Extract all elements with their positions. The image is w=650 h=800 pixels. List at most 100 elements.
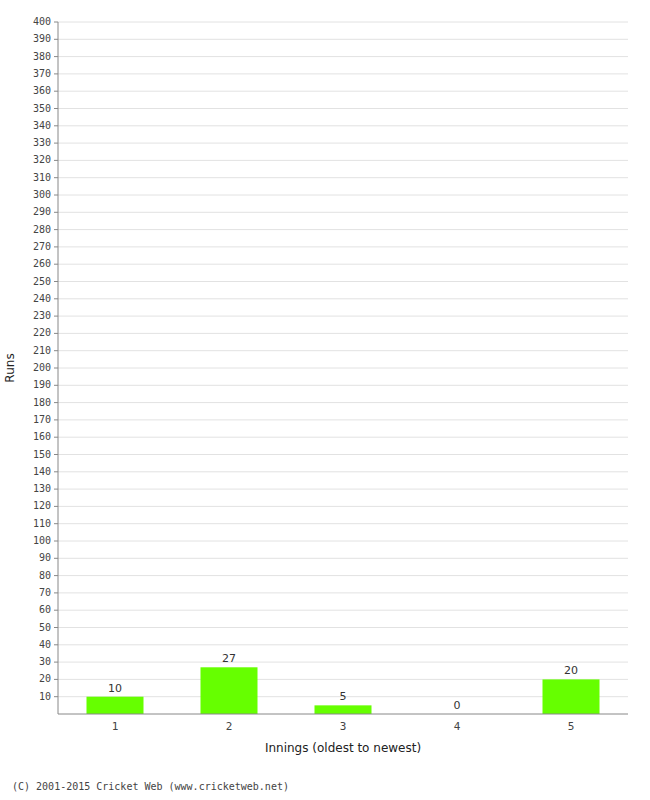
y-tick (54, 662, 58, 663)
y-tick (54, 558, 58, 559)
y-tick (54, 644, 58, 645)
y-tick-label: 80 (39, 570, 51, 581)
y-tick-label: 400 (33, 16, 51, 27)
y-tick-label: 60 (39, 604, 51, 615)
y-tick-label: 140 (33, 466, 51, 477)
grid-line (58, 56, 628, 57)
y-tick (54, 402, 58, 403)
y-tick-label: 340 (33, 120, 51, 131)
data-label: 5 (340, 690, 347, 703)
y-tick-label: 90 (39, 552, 51, 563)
grid-line (58, 160, 628, 161)
y-tick-label: 180 (33, 397, 51, 408)
grid-line (58, 368, 628, 369)
y-tick (54, 281, 58, 282)
y-tick-label: 360 (33, 85, 51, 96)
y-tick (54, 454, 58, 455)
data-label: 20 (564, 664, 578, 677)
y-tick-label: 210 (33, 345, 51, 356)
y-tick-label: 190 (33, 379, 51, 390)
y-tick-label: 120 (33, 500, 51, 511)
y-tick-label: 220 (33, 327, 51, 338)
x-tick-label: 1 (112, 720, 119, 733)
y-tick (54, 437, 58, 438)
y-tick (54, 212, 58, 213)
y-tick-label: 130 (33, 483, 51, 494)
y-tick-label: 200 (33, 362, 51, 373)
grid-line (58, 229, 628, 230)
x-tick-label: 5 (568, 720, 575, 733)
grid-line (58, 575, 628, 576)
data-label: 0 (454, 699, 461, 712)
grid-line (58, 662, 628, 663)
y-tick (54, 56, 58, 57)
bar (201, 667, 258, 714)
grid-line (58, 108, 628, 109)
y-tick (54, 368, 58, 369)
grid-line (58, 350, 628, 351)
y-tick (54, 22, 58, 23)
grid-line (58, 471, 628, 472)
y-tick-label: 260 (33, 258, 51, 269)
grid-line (58, 39, 628, 40)
y-tick-label: 240 (33, 293, 51, 304)
y-tick-label: 110 (33, 518, 51, 529)
y-tick-label: 250 (33, 276, 51, 287)
y-tick-label: 10 (39, 691, 51, 702)
y-tick (54, 316, 58, 317)
y-tick-label: 50 (39, 622, 51, 633)
x-axis-label: Innings (oldest to newest) (265, 741, 421, 755)
grid-line (58, 246, 628, 247)
y-tick (54, 264, 58, 265)
grid-line (58, 506, 628, 507)
y-tick (54, 333, 58, 334)
y-tick-label: 320 (33, 154, 51, 165)
grid-line (58, 385, 628, 386)
y-tick-label: 380 (33, 51, 51, 62)
y-tick-label: 280 (33, 224, 51, 235)
y-tick-label: 160 (33, 431, 51, 442)
grid-line (58, 333, 628, 334)
y-tick (54, 575, 58, 576)
grid-line (58, 437, 628, 438)
grid-line (58, 73, 628, 74)
grid-line (58, 281, 628, 282)
y-tick-label: 300 (33, 189, 51, 200)
grid-line (58, 454, 628, 455)
y-tick (54, 523, 58, 524)
footer: (C) 2001-2015 Cricket Web (www.cricketwe… (12, 781, 289, 792)
y-tick (54, 419, 58, 420)
y-tick-label: 350 (33, 103, 51, 114)
x-tick-label: 2 (226, 720, 233, 733)
y-tick-label: 170 (33, 414, 51, 425)
y-axis-label: Runs (3, 353, 17, 382)
data-label: 10 (108, 682, 122, 695)
y-tick-label: 390 (33, 33, 51, 44)
y-tick (54, 125, 58, 126)
y-tick (54, 350, 58, 351)
grid-line (58, 143, 628, 144)
chart: 1027502010203040506070809010011012013014… (0, 0, 650, 800)
grid-line (58, 541, 628, 542)
y-tick-label: 270 (33, 241, 51, 252)
y-tick (54, 39, 58, 40)
y-tick (54, 471, 58, 472)
x-tick-label: 3 (340, 720, 347, 733)
y-tick-label: 100 (33, 535, 51, 546)
grid-line (58, 558, 628, 559)
y-tick (54, 229, 58, 230)
data-labels: 10275020 (108, 652, 578, 712)
y-tick (54, 696, 58, 697)
y-tick (54, 489, 58, 490)
grid-line (58, 177, 628, 178)
plot-area (58, 22, 628, 714)
y-tick (54, 592, 58, 593)
x-tick-label: 4 (454, 720, 461, 733)
grid-line (58, 627, 628, 628)
y-tick (54, 195, 58, 196)
y-tick (54, 91, 58, 92)
grid-line (58, 125, 628, 126)
y-tick-label: 230 (33, 310, 51, 321)
y-tick (54, 298, 58, 299)
bar (315, 705, 372, 714)
